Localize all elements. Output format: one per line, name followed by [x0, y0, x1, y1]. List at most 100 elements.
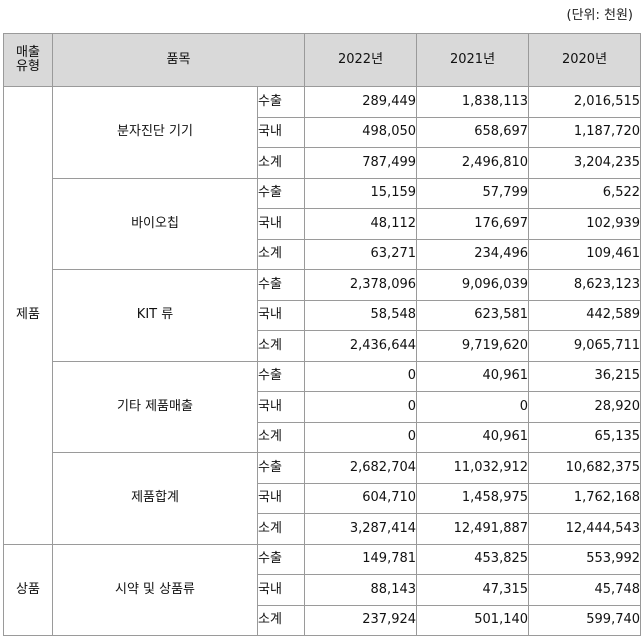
row-label-cell: 수출 — [256, 452, 306, 484]
table-row: 국내 0 0 28,920 — [4, 391, 642, 423]
table-row: 소계 63,271 234,496 109,461 — [4, 238, 642, 270]
row-label-cell: 국내 — [256, 574, 306, 606]
table-row: 상품 시약 및 상품류 수출 149,781 453,825 553,992 — [3, 543, 642, 636]
value-cell: 57,799 — [416, 177, 530, 209]
value-cell: 63,271 — [304, 238, 418, 270]
row-label-cell: 국내 — [256, 116, 306, 148]
header-year-2022: 2022년 — [304, 33, 418, 87]
value-cell: 40,961 — [416, 360, 530, 392]
item-name-cell: 바이오칩 — [52, 177, 258, 270]
value-cell: 28,920 — [528, 391, 642, 423]
item-name-cell: KIT 류 — [52, 269, 258, 362]
row-label-cell: 소계 — [256, 513, 306, 545]
row-label-cell: 국내 — [256, 391, 306, 423]
table-row: 제품합계 수출 2,682,704 11,032,912 10,682,375 — [4, 452, 642, 545]
row-label-cell: 수출 — [256, 86, 306, 118]
value-cell: 3,287,414 — [304, 513, 418, 545]
header-year-2021: 2021년 — [416, 33, 530, 87]
value-cell: 47,315 — [416, 574, 530, 606]
row-label-cell: 국내 — [256, 208, 306, 240]
value-cell: 1,838,113 — [416, 86, 530, 118]
value-cell: 6,522 — [528, 177, 642, 209]
value-cell: 9,096,039 — [416, 269, 530, 301]
value-cell: 1,187,720 — [528, 116, 642, 148]
value-cell: 623,581 — [416, 299, 530, 331]
value-cell: 442,589 — [528, 299, 642, 331]
value-cell: 3,204,235 — [528, 147, 642, 179]
table-row: 국내 58,548 623,581 442,589 — [4, 299, 642, 331]
value-cell: 453,825 — [416, 543, 530, 575]
value-cell: 2,436,644 — [304, 330, 418, 362]
value-cell: 1,762,168 — [528, 482, 642, 514]
value-cell: 658,697 — [416, 116, 530, 148]
row-label-cell: 소계 — [256, 330, 306, 362]
sales-type-cell: 상품 — [3, 543, 53, 636]
value-cell: 2,016,515 — [528, 86, 642, 118]
value-cell: 0 — [304, 360, 418, 392]
value-cell: 176,697 — [416, 208, 530, 240]
value-cell: 8,623,123 — [528, 269, 642, 301]
value-cell: 501,140 — [416, 604, 530, 636]
value-cell: 149,781 — [304, 543, 418, 575]
value-cell: 289,449 — [304, 86, 418, 118]
value-cell: 553,992 — [528, 543, 642, 575]
table-row: 국내 498,050 658,697 1,187,720 — [4, 116, 642, 148]
table-row: 국내 604,710 1,458,975 1,762,168 — [4, 482, 642, 514]
row-label-cell: 수출 — [256, 543, 306, 575]
value-cell: 0 — [304, 421, 418, 453]
value-cell: 0 — [304, 391, 418, 423]
value-cell: 48,112 — [304, 208, 418, 240]
value-cell: 2,378,096 — [304, 269, 418, 301]
unit-label: (단위: 천원) — [566, 8, 634, 23]
row-label-cell: 소계 — [256, 147, 306, 179]
value-cell: 10,682,375 — [528, 452, 642, 484]
value-cell: 88,143 — [304, 574, 418, 606]
value-cell: 0 — [416, 391, 530, 423]
item-name-cell: 분자진단 기기 — [52, 86, 258, 179]
row-label-cell: 소계 — [256, 238, 306, 270]
value-cell: 12,491,887 — [416, 513, 530, 545]
table-row: 제품 분자진단 기기 수출 289,449 1,838,113 2,016,515 — [3, 86, 642, 545]
table-row: 소계 3,287,414 12,491,887 12,444,543 — [4, 513, 642, 545]
table-row: 소계 237,924 501,140 599,740 — [4, 604, 642, 636]
header-row: 매출 유형 품목 2022년 2021년 2020년 — [3, 33, 642, 87]
row-label-cell: 국내 — [256, 482, 306, 514]
row-label-cell: 국내 — [256, 299, 306, 331]
row-label-cell: 소계 — [256, 421, 306, 453]
table-row: 기타 제품매출 수출 0 40,961 36,215 — [4, 360, 642, 453]
header-year-2020: 2020년 — [528, 33, 642, 87]
value-cell: 45,748 — [528, 574, 642, 606]
value-cell: 12,444,543 — [528, 513, 642, 545]
value-cell: 9,719,620 — [416, 330, 530, 362]
table-row: 소계 2,436,644 9,719,620 9,065,711 — [4, 330, 642, 362]
value-cell: 9,065,711 — [528, 330, 642, 362]
row-label-cell: 수출 — [256, 177, 306, 209]
value-cell: 15,159 — [304, 177, 418, 209]
table-row: 국내 48,112 176,697 102,939 — [4, 208, 642, 240]
value-cell: 599,740 — [528, 604, 642, 636]
table-row: 소계 787,499 2,496,810 3,204,235 — [4, 147, 642, 179]
value-cell: 40,961 — [416, 421, 530, 453]
value-cell: 109,461 — [528, 238, 642, 270]
value-cell: 2,496,810 — [416, 147, 530, 179]
table-row: 국내 88,143 47,315 45,748 — [4, 574, 642, 606]
sales-table: 매출 유형 품목 2022년 2021년 2020년 제품 분자진단 기기 수출 28… — [3, 33, 642, 636]
header-sales-type: 매출 유형 — [3, 33, 53, 87]
value-cell: 102,939 — [528, 208, 642, 240]
table-row: 바이오칩 수출 15,159 57,799 6,522 — [4, 177, 642, 270]
value-cell: 787,499 — [304, 147, 418, 179]
row-label-cell: 수출 — [256, 269, 306, 301]
header-sales-type-line1: 매출 — [16, 45, 40, 60]
value-cell: 65,135 — [528, 421, 642, 453]
item-name-cell: 제품합계 — [52, 452, 258, 545]
row-label-cell: 수출 — [256, 360, 306, 392]
table-row: KIT 류 수출 2,378,096 9,096,039 8,623,123 — [4, 269, 642, 362]
value-cell: 11,032,912 — [416, 452, 530, 484]
header-item: 품목 — [51, 33, 306, 87]
item-name-cell: 시약 및 상품류 — [52, 543, 258, 636]
header-sales-type-line2: 유형 — [16, 59, 40, 74]
value-cell: 2,682,704 — [304, 452, 418, 484]
value-cell: 237,924 — [304, 604, 418, 636]
table-row: 소계 0 40,961 65,135 — [4, 421, 642, 453]
value-cell: 234,496 — [416, 238, 530, 270]
